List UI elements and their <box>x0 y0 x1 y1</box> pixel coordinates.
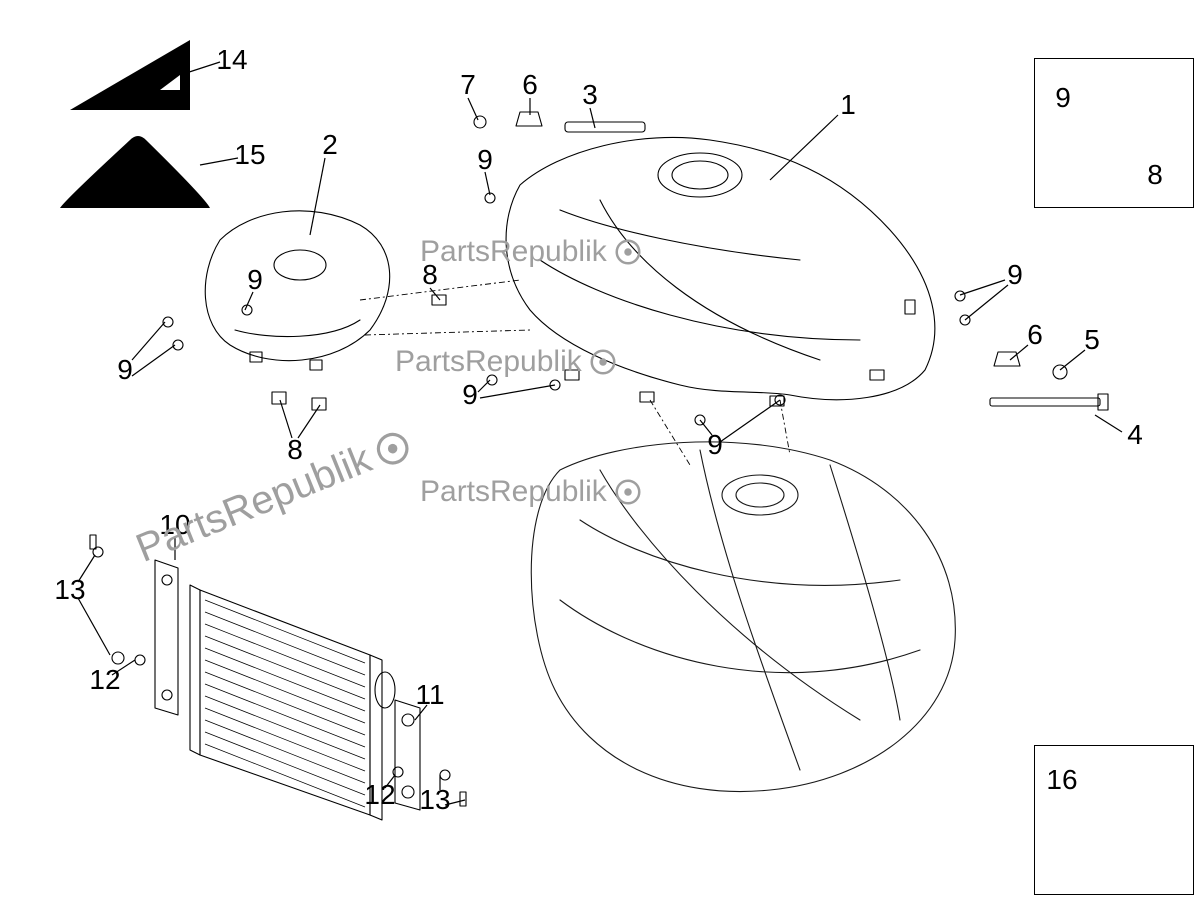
callout-4: 4 <box>1127 419 1143 451</box>
callout-9g: 9 <box>1055 82 1071 114</box>
callout-8c: 8 <box>1147 159 1163 191</box>
decal-triangle-15 <box>60 130 210 213</box>
part-tank-cover-front <box>205 211 389 370</box>
callout-9d: 9 <box>462 379 478 411</box>
part-bolt-long <box>990 394 1108 410</box>
callout-9e: 9 <box>707 429 723 461</box>
callout-11: 11 <box>415 679 444 711</box>
callout-1: 1 <box>840 89 856 121</box>
callout-8a: 8 <box>422 259 438 291</box>
part-radiator-bracket-left <box>155 560 178 715</box>
clip-nuts <box>272 295 446 410</box>
callout-2: 2 <box>322 129 338 161</box>
callout-13b: 13 <box>419 784 450 816</box>
part-nut <box>474 116 486 128</box>
callout-5: 5 <box>1084 324 1100 356</box>
diagram-canvas: 1 2 3 4 5 6 6 7 8 8 8 9 9 9 9 9 9 9 10 1… <box>0 0 1204 903</box>
callout-12a: 12 <box>89 664 120 696</box>
callout-9f: 9 <box>1007 259 1023 291</box>
screws <box>163 193 970 425</box>
callout-15: 15 <box>234 139 265 171</box>
part-washer <box>1053 365 1067 379</box>
callout-3: 3 <box>582 79 598 111</box>
callout-9c: 9 <box>117 354 133 386</box>
part-spacer-tube <box>565 122 645 132</box>
callout-14: 14 <box>216 44 247 76</box>
callout-6a: 6 <box>522 69 538 101</box>
part-tank-cover-main <box>506 137 935 406</box>
part-radiator-bracket-right <box>395 700 420 810</box>
inset-box-top-right <box>1034 58 1194 208</box>
callout-9a: 9 <box>477 144 493 176</box>
callout-12b: 12 <box>364 779 395 811</box>
part-bushing-right <box>994 352 1020 366</box>
part-fuel-tank-body <box>531 442 955 792</box>
callout-10: 10 <box>159 509 190 541</box>
callout-16: 16 <box>1046 764 1077 796</box>
callout-8b: 8 <box>287 434 303 466</box>
callout-9b: 9 <box>247 264 263 296</box>
callout-6b: 6 <box>1027 319 1043 351</box>
part-bushing-top <box>516 112 542 126</box>
decal-triangle-14 <box>70 40 190 115</box>
callout-13a: 13 <box>54 574 85 606</box>
fastener-cluster-left <box>90 535 145 665</box>
callout-7: 7 <box>460 69 476 101</box>
